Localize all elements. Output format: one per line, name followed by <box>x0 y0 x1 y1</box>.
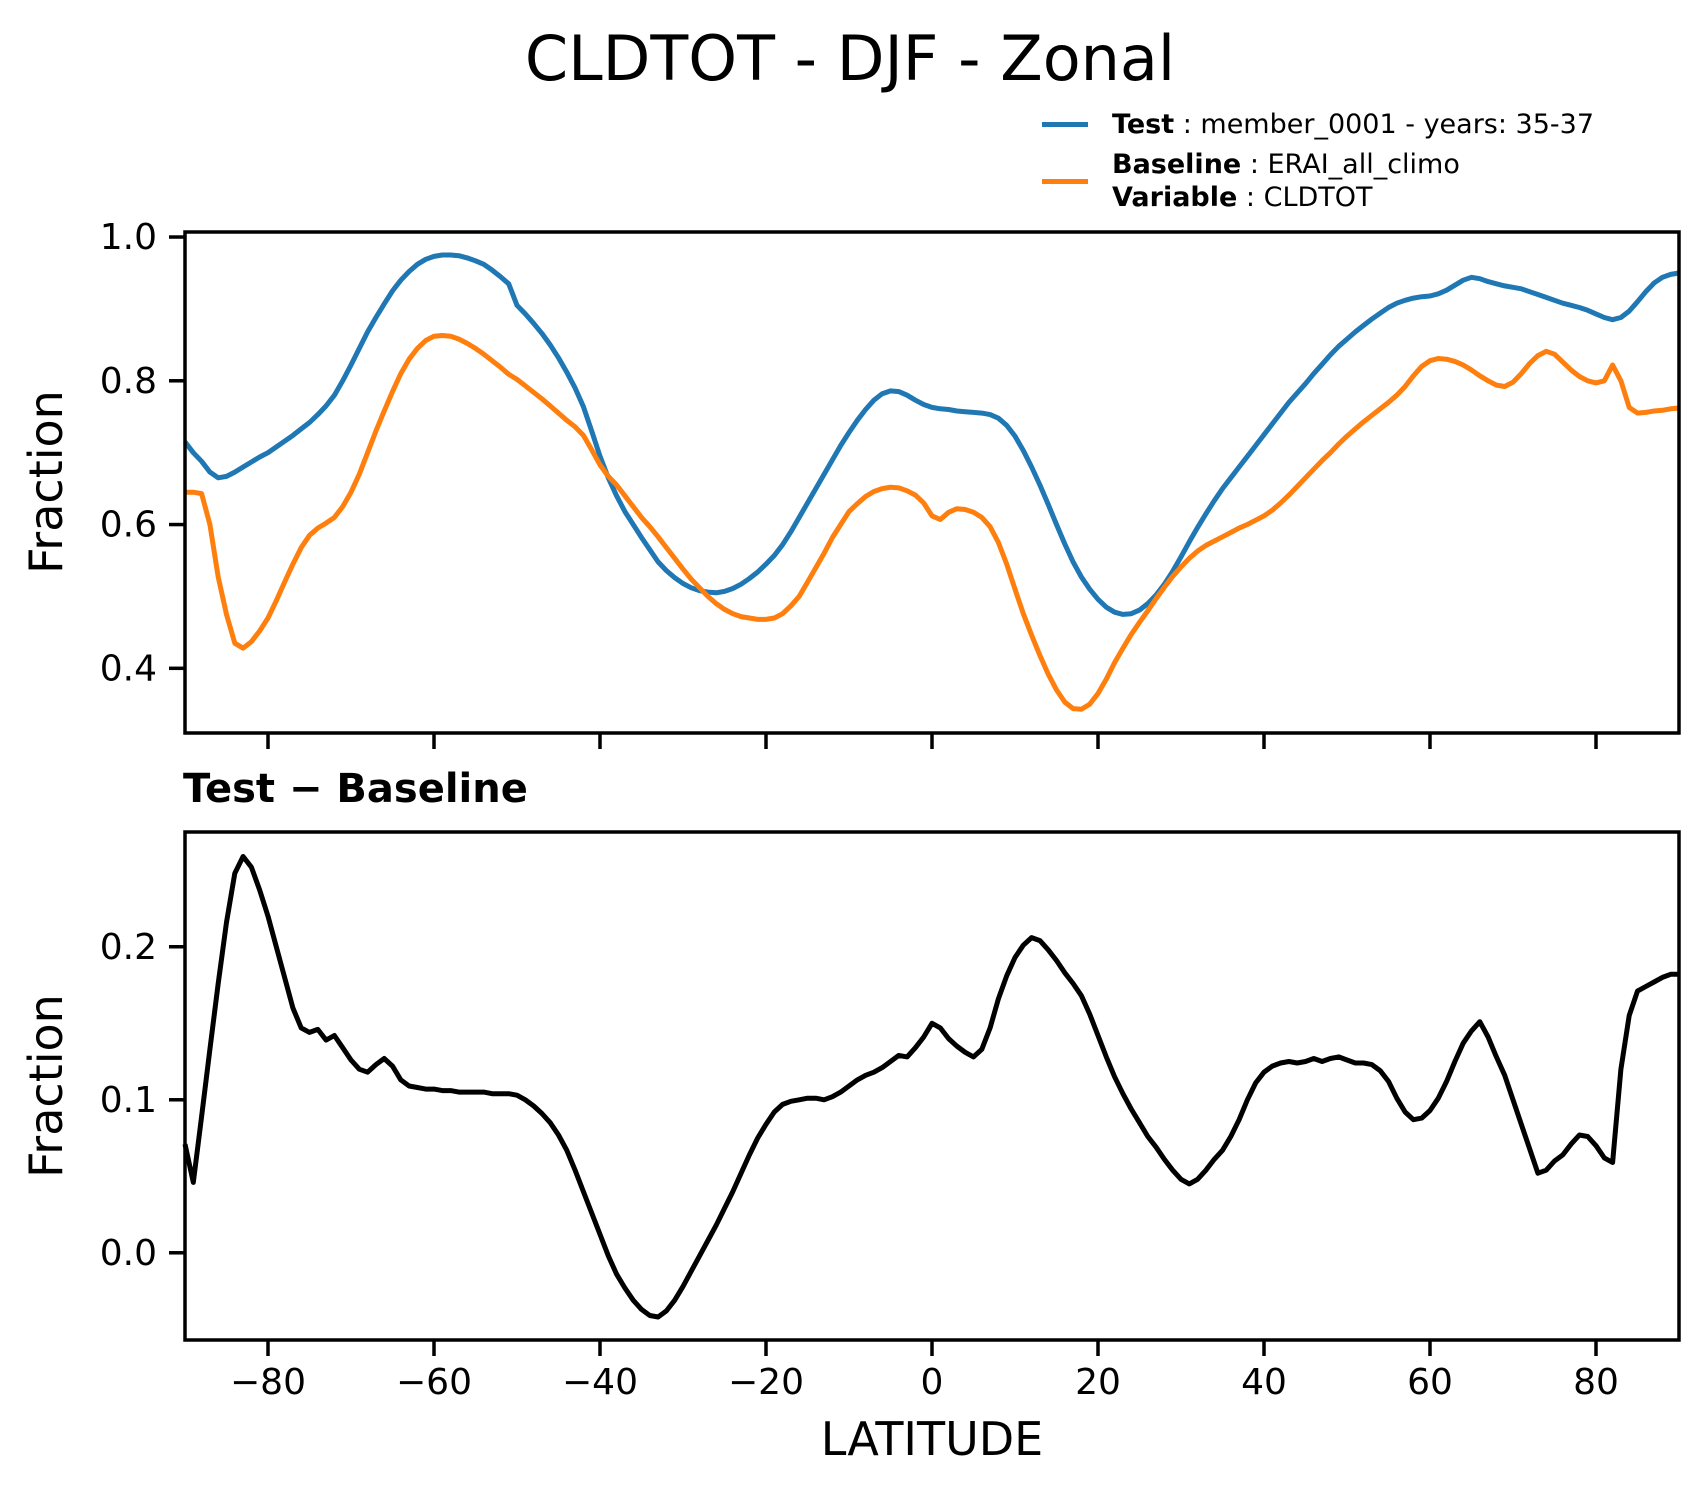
legend-test-label: Test <box>1112 109 1175 140</box>
x-tick-label: −40 <box>562 1362 638 1403</box>
x-tick-label: −60 <box>396 1362 472 1403</box>
top-panel-ylabel: Fraction <box>19 390 73 574</box>
y-tick-label: 0.8 <box>100 361 157 402</box>
legend-baseline-text: Baseline : ERAI_all_climo Variable : CLD… <box>1112 148 1460 214</box>
test-line-swatch <box>1042 122 1088 127</box>
y-tick-label: 0.2 <box>100 927 157 968</box>
legend-test-desc: : member_0001 - years: 35-37 <box>1174 109 1595 140</box>
x-tick-label: 20 <box>1075 1362 1121 1403</box>
y-tick-label: 0.1 <box>100 1080 157 1121</box>
legend-variable-line: Variable : CLDTOT <box>1112 181 1460 214</box>
x-tick-label: 0 <box>921 1362 944 1403</box>
top-panel-spines <box>183 230 1681 735</box>
legend-entry-baseline: Baseline : ERAI_all_climo Variable : CLD… <box>1042 148 1460 214</box>
y-tick-label: 0.6 <box>100 505 157 546</box>
y-tick-label: 0.0 <box>100 1233 157 1274</box>
x-tick-label: 60 <box>1407 1362 1453 1403</box>
legend-baseline-label: Baseline <box>1112 149 1242 180</box>
x-tick-label: 40 <box>1241 1362 1287 1403</box>
legend-baseline-line: Baseline : ERAI_all_climo <box>1112 148 1460 181</box>
bottom-panel-title: Test − Baseline <box>183 766 528 812</box>
legend-baseline-desc: : ERAI_all_climo <box>1241 149 1460 180</box>
bottom-panel-ylabel: Fraction <box>19 994 73 1178</box>
legend-entry-test: Test : member_0001 - years: 35-37 <box>1042 108 1594 141</box>
baseline-line-swatch <box>1042 178 1088 184</box>
x-tick-label: −80 <box>230 1362 306 1403</box>
figure-title: CLDTOT - DJF - Zonal <box>524 22 1176 95</box>
x-axis-label: LATITUDE <box>820 1412 1044 1466</box>
y-tick-label: 1.0 <box>100 217 157 258</box>
series-test-baseline <box>182 854 1679 1320</box>
x-tick-label: −20 <box>728 1362 804 1403</box>
top-panel: 1.0 0.8 0.6 0.4 <box>100 217 1681 749</box>
legend-variable-label: Variable <box>1112 182 1238 213</box>
x-tick-label: 80 <box>1573 1362 1619 1403</box>
y-tick-label: 0.4 <box>100 648 157 689</box>
series-baseline <box>185 333 1680 712</box>
legend-variable-desc: : CLDTOT <box>1237 182 1373 213</box>
series-test <box>183 252 1680 617</box>
legend-test-text: Test : member_0001 - years: 35-37 <box>1112 108 1594 141</box>
bottom-panel: −80 −60 −40 −20 0 20 40 60 80 0.2 0.1 0.0 <box>100 830 1681 1403</box>
